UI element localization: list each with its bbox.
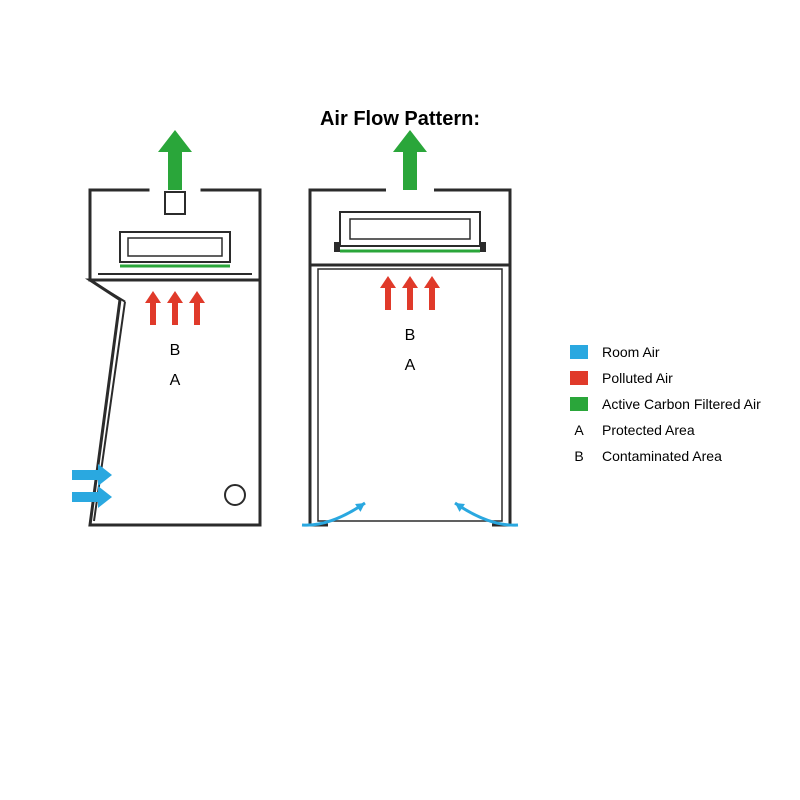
diagram-title: Air Flow Pattern:	[320, 108, 480, 130]
right-diagram: BA	[302, 130, 518, 525]
legend-text-0: Room Air	[602, 344, 660, 360]
left-label-a: A	[170, 372, 181, 389]
right-label-a: A	[405, 357, 416, 374]
legend-text-3: Protected Area	[602, 422, 695, 438]
legend-text-1: Polluted Air	[602, 370, 673, 386]
legend-text-2: Active Carbon Filtered Air	[602, 396, 761, 412]
right-label-b: B	[405, 327, 416, 344]
legend-swatch-0	[570, 345, 588, 359]
left-label-b: B	[170, 342, 181, 359]
left-filter-inner	[128, 238, 222, 256]
legend-symbol-4: B	[574, 448, 583, 464]
right-filter-foot-r	[480, 242, 486, 252]
legend-swatch-2	[570, 397, 588, 411]
legend-symbol-3: A	[574, 422, 584, 438]
legend-swatch-1	[570, 371, 588, 385]
left-stack	[165, 192, 185, 214]
right-filter-foot-l	[334, 242, 340, 252]
legend-text-4: Contaminated Area	[602, 448, 722, 464]
right-filter-inner	[350, 219, 470, 239]
